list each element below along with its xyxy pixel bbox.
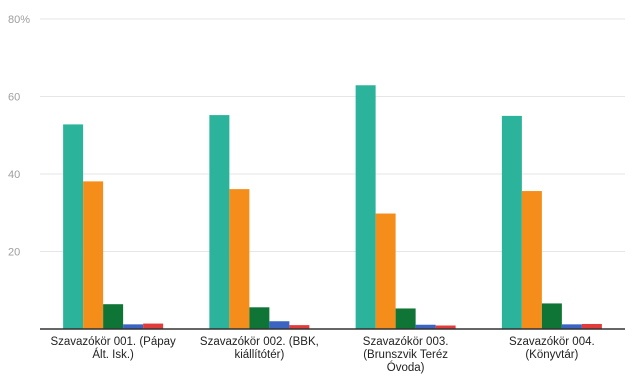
x-category-label-line: Szavazókör 004. bbox=[509, 336, 595, 348]
bar bbox=[143, 323, 164, 329]
bar bbox=[63, 124, 84, 330]
bar bbox=[395, 308, 416, 329]
x-category-label: Szavazókör 004. (Könyvtár) bbox=[509, 336, 595, 361]
bar bbox=[123, 324, 144, 329]
x-category-label-line: kiállítótér) bbox=[234, 349, 284, 361]
x-category-label-line: Szavazókör 003. bbox=[363, 336, 449, 348]
x-category-label-line: Szavazókör 001. (Pápay bbox=[50, 336, 176, 348]
x-category-label-line: (Brunszvik Teréz bbox=[363, 349, 448, 361]
y-tick-label: 80% bbox=[8, 14, 30, 26]
bar bbox=[375, 213, 396, 329]
y-tick-label: 20 bbox=[8, 247, 20, 259]
x-category-label-line: Óvoda) bbox=[387, 361, 425, 374]
bar bbox=[289, 325, 310, 329]
bars bbox=[63, 85, 602, 330]
y-tick-label: 40 bbox=[8, 169, 20, 181]
bar bbox=[355, 85, 376, 329]
bar bbox=[249, 307, 270, 329]
y-axis-ticks: 20 40 60 80% bbox=[8, 14, 30, 259]
x-category-label: Szavazókör 001. (Pápay Ált. Isk.) bbox=[50, 336, 176, 361]
x-category-label: Szavazókör 003. (Brunszvik Teréz Óvoda) bbox=[363, 336, 449, 374]
bar bbox=[501, 115, 522, 329]
x-category-label-line: (Könyvtár) bbox=[525, 349, 578, 361]
bar bbox=[541, 303, 562, 329]
bar bbox=[561, 324, 582, 329]
bar bbox=[229, 189, 250, 329]
bar bbox=[83, 181, 104, 329]
x-category-label-line: Szavazókör 002. (BBK, bbox=[200, 336, 319, 348]
bar bbox=[415, 324, 436, 329]
bar bbox=[209, 115, 230, 329]
bar bbox=[435, 325, 456, 329]
bar bbox=[269, 321, 290, 329]
y-tick-label: 60 bbox=[8, 92, 20, 104]
bar bbox=[103, 304, 124, 329]
x-category-label-line: Ált. Isk.) bbox=[92, 348, 134, 361]
x-category-label: Szavazókör 002. (BBK, kiállítótér) bbox=[200, 336, 319, 361]
bar bbox=[581, 323, 602, 329]
bar bbox=[521, 191, 542, 329]
x-axis-labels: Szavazókör 001. (Pápay Ált. Isk.)Szavazók… bbox=[50, 336, 594, 374]
